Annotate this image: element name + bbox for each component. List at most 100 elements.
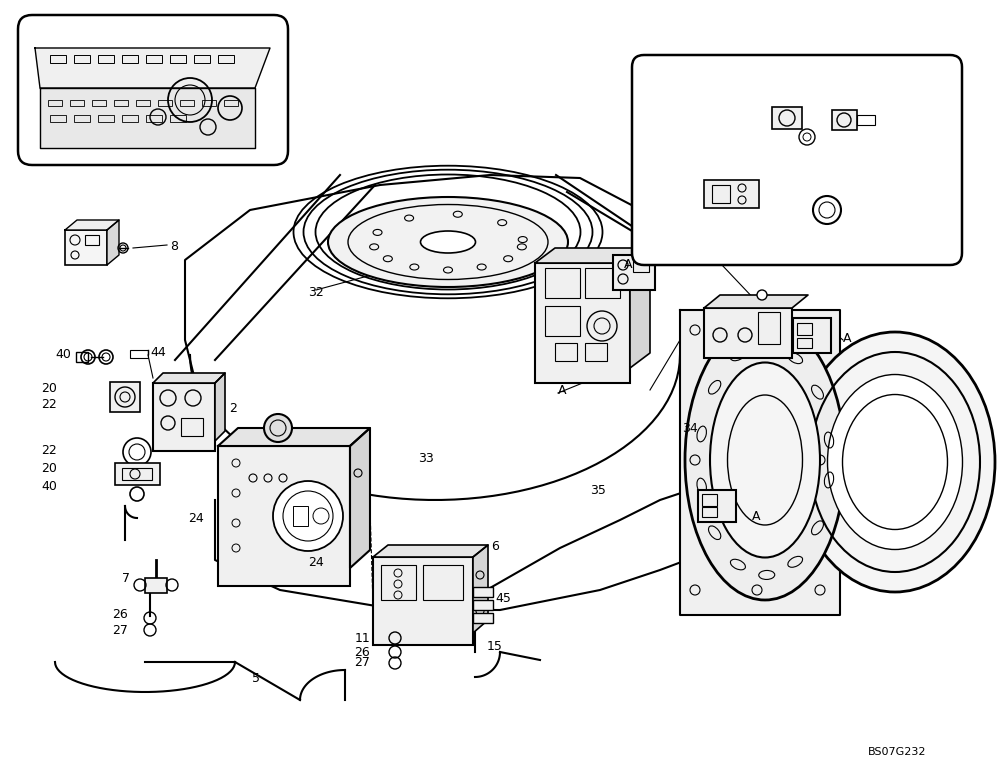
Text: 5: 5 (252, 672, 260, 685)
Bar (76, 352, 88, 362)
Bar (793, 318, 831, 353)
Polygon shape (40, 88, 255, 148)
Bar (218, 55, 234, 63)
Text: 26: 26 (112, 608, 128, 621)
Bar (74, 115, 90, 122)
Polygon shape (535, 248, 650, 263)
Text: 27: 27 (112, 624, 128, 636)
Text: 8: 8 (170, 241, 178, 253)
Bar (114, 100, 128, 106)
Circle shape (264, 414, 292, 442)
Text: 34: 34 (682, 422, 698, 435)
Ellipse shape (828, 374, 962, 550)
Polygon shape (350, 428, 370, 568)
Bar (381, 565, 416, 600)
Text: 24: 24 (308, 557, 324, 570)
Bar (218, 446, 350, 586)
Bar (194, 55, 210, 63)
Bar (145, 578, 167, 593)
Ellipse shape (328, 197, 568, 287)
Bar (712, 185, 730, 203)
Bar (535, 263, 630, 383)
FancyBboxPatch shape (18, 15, 288, 165)
Bar (170, 115, 186, 122)
Text: 22: 22 (41, 398, 57, 411)
Polygon shape (35, 48, 270, 88)
Ellipse shape (420, 231, 476, 253)
Text: 35: 35 (590, 483, 606, 496)
FancyBboxPatch shape (632, 55, 962, 265)
Bar (704, 180, 759, 208)
Circle shape (273, 481, 343, 551)
Bar (293, 506, 308, 526)
Bar (158, 100, 172, 106)
Bar (585, 268, 620, 298)
Text: A: A (624, 259, 633, 272)
Bar (702, 507, 717, 517)
Ellipse shape (710, 363, 820, 557)
Text: 2: 2 (229, 401, 237, 415)
Bar (555, 343, 577, 361)
Bar (92, 100, 106, 106)
Bar (202, 100, 216, 106)
Bar (373, 557, 473, 645)
Bar (832, 110, 857, 130)
Bar (122, 115, 138, 122)
Bar (146, 115, 162, 122)
Text: 24: 24 (188, 512, 204, 524)
Bar (70, 100, 84, 106)
Bar (146, 55, 162, 63)
Bar (613, 255, 655, 290)
Bar (797, 338, 812, 348)
Bar (98, 55, 114, 63)
Bar (153, 383, 215, 451)
Bar (545, 268, 580, 298)
Bar (633, 260, 649, 272)
Text: 45: 45 (495, 591, 511, 604)
Polygon shape (473, 545, 488, 633)
Bar (473, 600, 493, 610)
Circle shape (757, 290, 767, 300)
Text: A: A (843, 331, 852, 344)
Ellipse shape (685, 320, 845, 600)
Polygon shape (630, 248, 650, 368)
Bar (702, 494, 717, 506)
Bar (115, 463, 160, 485)
Bar (698, 490, 736, 522)
Text: 40: 40 (55, 348, 71, 361)
Text: BS07G232: BS07G232 (868, 747, 926, 757)
Bar (224, 100, 238, 106)
Bar (110, 382, 140, 412)
Text: 11: 11 (354, 631, 370, 645)
Bar (180, 100, 194, 106)
Bar (423, 565, 463, 600)
Polygon shape (680, 310, 840, 615)
Text: A: A (752, 510, 761, 523)
Bar (797, 323, 812, 335)
Bar (473, 613, 493, 623)
Bar (50, 55, 66, 63)
Text: 15: 15 (487, 641, 503, 654)
Bar (65, 230, 107, 265)
Text: 26: 26 (354, 645, 370, 659)
Polygon shape (107, 220, 119, 265)
Text: 23: 23 (832, 216, 848, 229)
Polygon shape (704, 295, 808, 308)
Ellipse shape (795, 332, 995, 592)
Text: 20: 20 (41, 381, 57, 394)
Polygon shape (218, 428, 370, 446)
Bar (545, 306, 580, 336)
Bar (704, 308, 792, 358)
Bar (473, 587, 493, 597)
Text: 44: 44 (150, 346, 166, 358)
Text: 46: 46 (817, 76, 833, 90)
Text: 33: 33 (418, 452, 434, 465)
Text: 6: 6 (491, 540, 499, 554)
Bar (857, 115, 875, 125)
Bar (122, 55, 138, 63)
Polygon shape (65, 220, 119, 230)
Bar (122, 468, 152, 480)
Bar (48, 100, 62, 106)
Bar (130, 350, 148, 358)
Bar (181, 418, 203, 436)
